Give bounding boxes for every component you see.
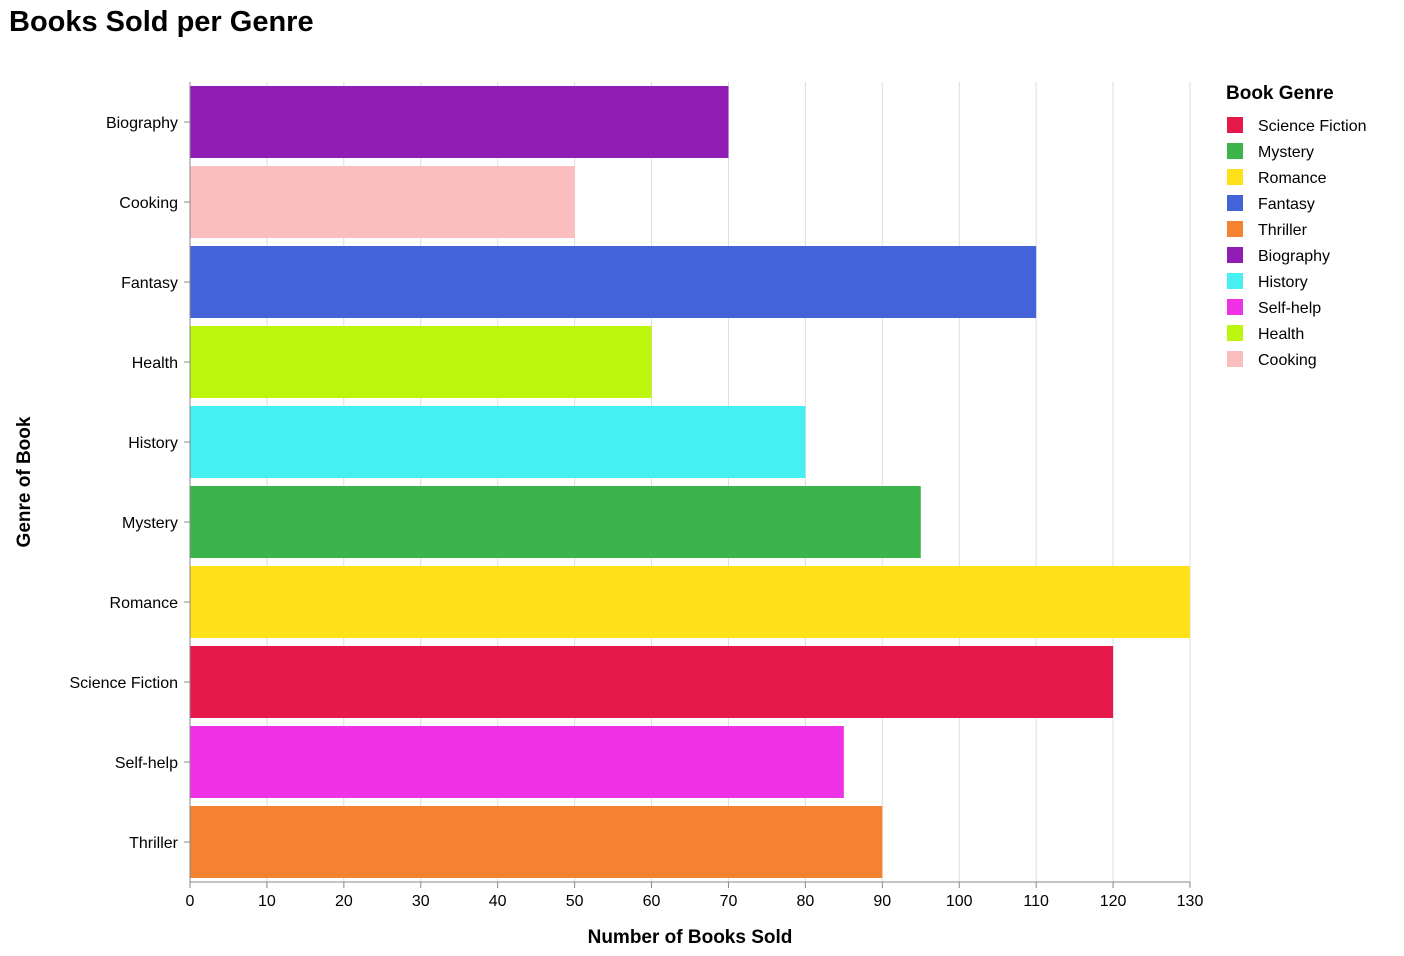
legend-label: History [1258, 274, 1308, 291]
legend-label: Fantasy [1258, 196, 1315, 213]
chart-title: Books Sold per Genre [9, 6, 314, 38]
bar-cooking [190, 166, 575, 238]
legend-label: Self-help [1258, 300, 1321, 317]
legend-swatch [1227, 247, 1243, 263]
y-tick-label: Health [132, 355, 178, 372]
y-axis-title: Genre of Book [14, 416, 35, 547]
legend-label: Cooking [1258, 352, 1317, 369]
x-tick-label: 30 [412, 893, 430, 910]
legend-label: Health [1258, 326, 1304, 343]
x-axis-title: Number of Books Sold [588, 927, 793, 948]
bar-science-fiction [190, 646, 1114, 718]
legend-item: Health [1227, 325, 1304, 343]
legend-item: Romance [1227, 169, 1327, 187]
legend-swatch [1227, 169, 1243, 185]
legend-swatch [1227, 117, 1243, 133]
x-tick-label: 80 [796, 893, 814, 910]
legend-item: Fantasy [1227, 195, 1315, 213]
bar-health [190, 326, 652, 398]
x-tick-label: 100 [946, 893, 973, 910]
legend-item: Self-help [1227, 299, 1321, 317]
bars [190, 86, 1190, 878]
x-tick-label: 70 [720, 893, 738, 910]
legend-swatch [1227, 325, 1243, 341]
bar-fantasy [190, 246, 1037, 318]
legend: Book Genre Science Fiction Mystery Romance… [1226, 83, 1367, 369]
legend-label: Romance [1258, 170, 1327, 187]
legend-label: Biography [1258, 248, 1330, 265]
x-axis: 0 10 20 30 40 50 60 70 80 90 100 110 120 130 [186, 881, 1204, 910]
legend-item: Biography [1227, 247, 1330, 265]
legend-items: Science Fiction Mystery Romance Fantasy Thri… [1227, 117, 1367, 369]
y-tick-label: Cooking [119, 195, 178, 212]
bar-thriller [190, 806, 883, 878]
y-tick-label: Thriller [129, 835, 179, 852]
x-tick-label: 130 [1177, 893, 1204, 910]
bar-history [190, 406, 806, 478]
y-tick-label: Self-help [115, 755, 178, 772]
x-tick-label: 40 [489, 893, 507, 910]
legend-item: History [1227, 273, 1308, 291]
legend-swatch [1227, 273, 1243, 289]
x-tick-label: 0 [186, 893, 195, 910]
legend-item: Mystery [1227, 143, 1314, 161]
legend-label: Science Fiction [1258, 118, 1367, 135]
legend-swatch [1227, 195, 1243, 211]
bar-romance [190, 566, 1190, 638]
x-tick-label: 90 [873, 893, 891, 910]
y-tick-label: Biography [106, 115, 178, 132]
x-tick-label: 120 [1100, 893, 1127, 910]
bar-mystery [190, 486, 921, 558]
legend-swatch [1227, 299, 1243, 315]
y-axis: Biography Cooking Fantasy Health History Myst… [70, 82, 191, 882]
x-tick-label: 60 [643, 893, 661, 910]
legend-swatch [1227, 143, 1243, 159]
legend-label: Thriller [1258, 222, 1308, 239]
legend-title: Book Genre [1226, 83, 1334, 104]
bar-biography [190, 86, 729, 158]
y-tick-label: Science Fiction [70, 675, 179, 692]
legend-label: Mystery [1258, 144, 1314, 161]
legend-swatch [1227, 351, 1243, 367]
legend-item: Cooking [1227, 351, 1317, 369]
x-tick-label: 50 [566, 893, 584, 910]
y-tick-label: Fantasy [121, 275, 178, 292]
legend-item: Science Fiction [1227, 117, 1367, 135]
y-tick-label: Romance [110, 595, 179, 612]
legend-item: Thriller [1227, 221, 1308, 239]
y-tick-label: Mystery [122, 515, 178, 532]
x-tick-label: 20 [335, 893, 353, 910]
x-tick-label: 10 [258, 893, 276, 910]
legend-swatch [1227, 221, 1243, 237]
y-tick-label: History [128, 435, 178, 452]
bar-self-help [190, 726, 844, 798]
x-tick-label: 110 [1023, 893, 1049, 910]
